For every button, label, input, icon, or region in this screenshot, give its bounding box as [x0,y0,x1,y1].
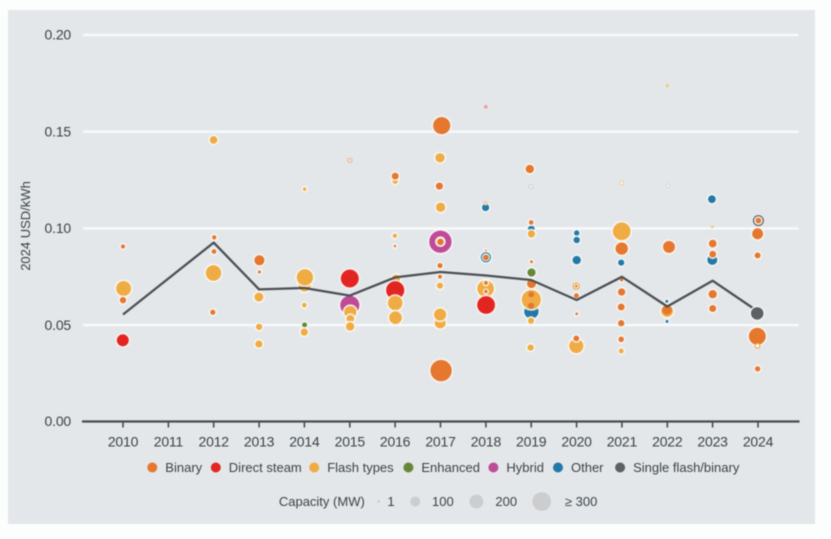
svg-text:0.00: 0.00 [45,413,72,429]
svg-text:2018: 2018 [471,433,502,449]
svg-text:0.15: 0.15 [45,123,72,139]
svg-text:Hybrid: Hybrid [506,460,544,475]
svg-text:Other: Other [571,460,604,475]
svg-text:2020: 2020 [561,433,592,449]
svg-text:2024: 2024 [743,433,774,449]
svg-text:1: 1 [387,494,394,509]
svg-text:0.05: 0.05 [45,317,72,333]
svg-text:0.20: 0.20 [45,27,72,43]
svg-text:2022: 2022 [652,433,683,449]
svg-text:2016: 2016 [380,433,411,449]
svg-text:2023: 2023 [697,433,728,449]
svg-text:2011: 2011 [154,433,184,449]
svg-text:Single flash/binary: Single flash/binary [633,460,740,475]
svg-text:2010: 2010 [108,433,139,449]
svg-text:Capacity (MW): Capacity (MW) [279,494,365,509]
svg-text:200: 200 [495,494,517,509]
svg-text:Direct steam: Direct steam [229,460,302,475]
svg-text:Binary: Binary [165,460,202,475]
svg-text:2024 USD/kWh: 2024 USD/kWh [18,181,33,271]
svg-text:2019: 2019 [516,433,547,449]
svg-text:2012: 2012 [199,433,230,449]
svg-text:2015: 2015 [335,433,366,449]
svg-text:2017: 2017 [425,433,456,449]
svg-text:2013: 2013 [244,433,275,449]
svg-text:≥ 300: ≥ 300 [565,494,597,509]
svg-text:2014: 2014 [289,433,320,449]
svg-text:100: 100 [432,494,454,509]
svg-text:Flash types: Flash types [327,460,394,475]
svg-text:2021: 2021 [607,433,638,449]
svg-text:0.10: 0.10 [45,220,72,236]
svg-text:Enhanced: Enhanced [421,460,480,475]
